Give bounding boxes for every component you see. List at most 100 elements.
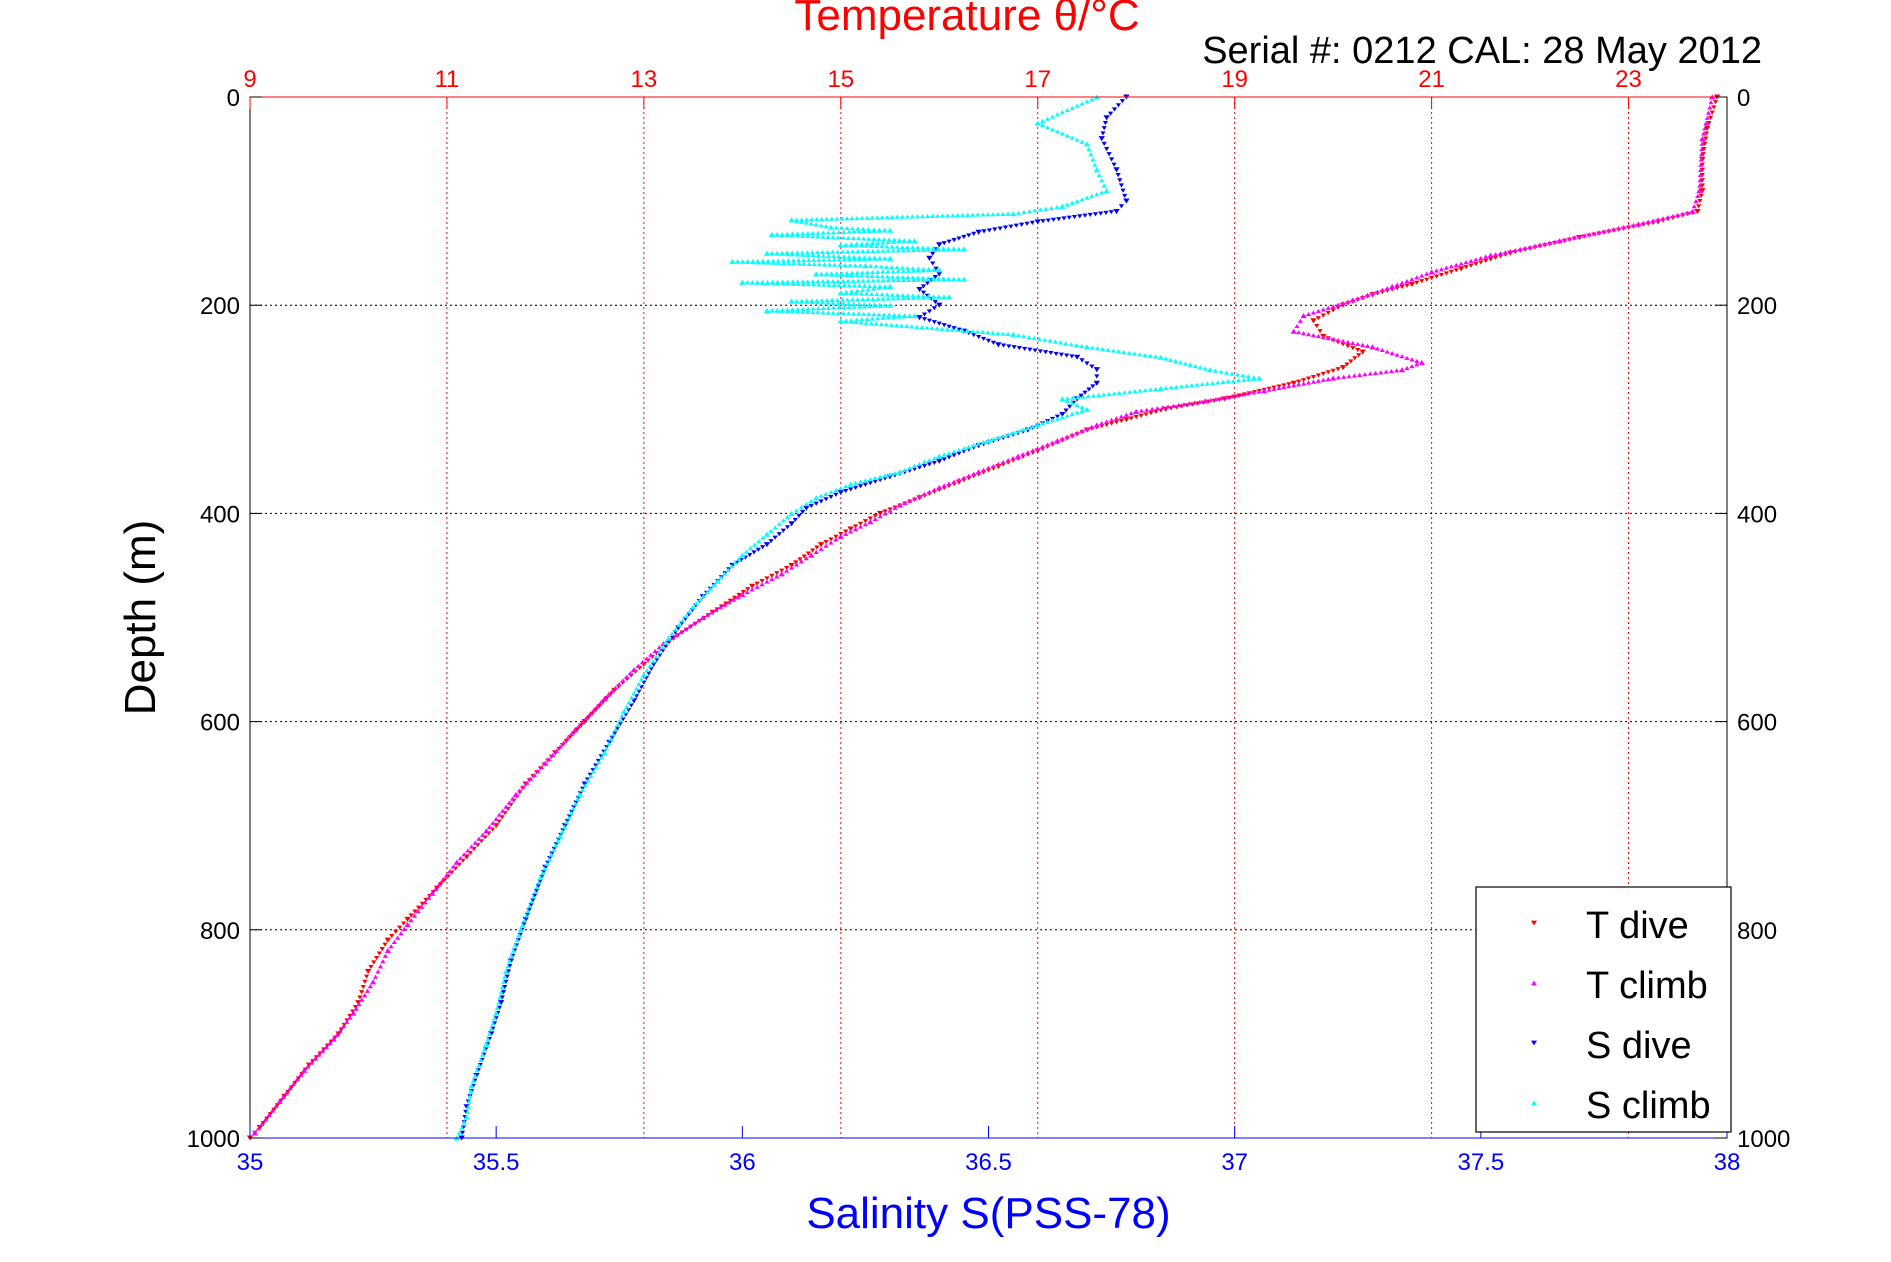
data-point-interp: [553, 748, 560, 753]
data-point-interp: [612, 685, 619, 690]
data-point: [896, 469, 904, 475]
data-point-interp: [760, 535, 766, 540]
data-point-interp: [941, 294, 947, 300]
data-point: [1699, 188, 1706, 194]
legend-marker: [1531, 1040, 1537, 1046]
data-point-interp: [1182, 361, 1189, 366]
data-point-interp: [1147, 353, 1153, 358]
data-point-interp: [583, 716, 589, 721]
data-point-interp: [1357, 372, 1363, 377]
data-point-interp: [628, 703, 634, 708]
data-point-interp: [772, 535, 778, 540]
data-point-interp: [814, 545, 820, 550]
data-point-interp: [1099, 421, 1105, 426]
data-point-interp: [1005, 457, 1011, 463]
data-point-interp: [663, 644, 669, 649]
data-point-interp: [459, 1125, 465, 1130]
data-point-interp: [1026, 334, 1032, 340]
data-point-interp: [1709, 110, 1715, 115]
legend-label: S dive: [1586, 1025, 1692, 1067]
data-point-interp: [1698, 193, 1704, 198]
data-point-interp: [859, 270, 865, 275]
data-point-interp: [1101, 141, 1107, 146]
data-point: [1689, 208, 1696, 215]
data-point-interp: [858, 320, 864, 325]
data-point-interp: [1021, 209, 1027, 215]
data-point-interp: [862, 256, 868, 261]
data-point-interp: [450, 864, 456, 869]
data-point-interp: [800, 279, 806, 284]
data-point-interp: [650, 659, 656, 664]
data-point-interp: [931, 267, 937, 273]
data-point-interp: [1088, 152, 1094, 157]
data-point-interp: [1325, 305, 1331, 310]
data-point-interp: [975, 329, 981, 334]
data-point-interp: [879, 215, 885, 220]
data-point-interp: [916, 494, 923, 499]
data-point-interp: [837, 262, 843, 267]
data-point: [1093, 167, 1101, 173]
data-point-interp: [774, 571, 780, 576]
data-point-interp: [776, 532, 782, 537]
data-point-interp: [794, 309, 801, 314]
salinity-tick-label: 35.5: [473, 1149, 520, 1176]
data-point-interp: [1670, 213, 1676, 219]
data-point: [492, 1010, 500, 1016]
data-point-interp: [839, 297, 845, 302]
data-point-interp: [885, 269, 891, 274]
data-point-interp: [1414, 362, 1420, 367]
data-point-interp: [869, 269, 876, 275]
data-point-interp: [839, 272, 845, 277]
data-point-interp: [1067, 404, 1073, 409]
data-point-interp: [647, 663, 653, 668]
data-point-interp: [820, 305, 826, 311]
data-point-interp: [890, 278, 896, 283]
data-point-interp: [1073, 342, 1080, 348]
data-point-interp: [885, 296, 891, 301]
data-point-interp: [1296, 382, 1302, 387]
data-point: [1113, 208, 1120, 215]
data-point-interp: [890, 239, 897, 244]
data-point-interp: [885, 278, 891, 283]
data-point-interp: [1181, 402, 1187, 407]
data-point-interp: [532, 889, 538, 895]
data-point: [640, 672, 648, 678]
data-point-interp: [915, 275, 921, 280]
data-point-interp: [920, 284, 927, 289]
data-point-interp: [899, 265, 905, 270]
data-point-interp: [760, 545, 766, 550]
data-point: [837, 490, 844, 496]
depth-tick-label: 600: [200, 710, 240, 737]
data-point-interp: [1404, 278, 1410, 284]
data-point-interp: [596, 703, 603, 709]
data-point-interp: [950, 213, 956, 218]
data-point-interp: [736, 556, 742, 561]
data-point-interp: [990, 340, 997, 345]
temperature-tick-label: 13: [631, 66, 658, 93]
data-point: [1103, 115, 1110, 121]
data-point-interp: [1121, 349, 1127, 355]
data-point-interp: [1011, 345, 1017, 350]
data-point-interp: [730, 597, 737, 602]
data-point-interp: [863, 243, 870, 248]
data-point-interp: [795, 279, 801, 284]
data-point-interp: [1696, 204, 1702, 209]
data-point-interp: [808, 503, 814, 509]
data-point-interp: [298, 1072, 304, 1077]
data-point: [837, 533, 844, 539]
data-point-interp: [808, 498, 814, 503]
data-point-interp: [825, 253, 832, 258]
data-point-interp: [990, 436, 997, 442]
data-point-interp: [776, 521, 782, 526]
data-point-interp: [926, 457, 933, 463]
data-point: [581, 719, 588, 725]
data-point-interp: [828, 272, 835, 277]
data-point-interp: [1497, 254, 1504, 259]
data-point-interp: [885, 315, 891, 320]
data-point-interp: [323, 1044, 329, 1049]
data-point-interp: [857, 263, 863, 268]
data-point-interp: [327, 1040, 333, 1046]
data-point-interp: [985, 465, 992, 470]
data-point-interp: [836, 305, 842, 310]
data-point-interp: [860, 297, 866, 302]
